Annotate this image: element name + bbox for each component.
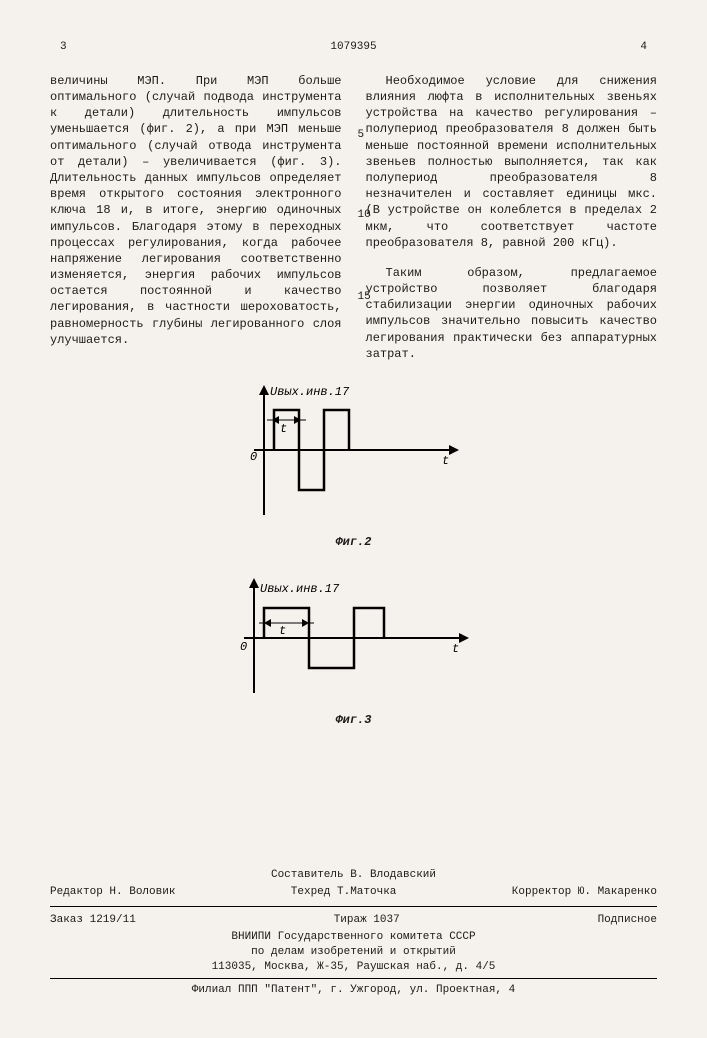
footer-org2: по делам изобретений и открытий [50, 945, 657, 960]
page-number-right: 4 [380, 40, 657, 55]
footer-address1: 113035, Москва, Ж-35, Раушская наб., д. … [50, 960, 657, 975]
right-paragraph-1: Необходимое условие для снижения влияния… [366, 73, 658, 251]
footer: Составитель В. Влодавский Редактор Н. Во… [50, 868, 657, 998]
document-number: 1079395 [330, 40, 376, 55]
fig2-y-label: Uвых.инв.17 [270, 385, 350, 399]
fig3-y-label: Uвых.инв.17 [260, 582, 340, 596]
footer-order: Заказ 1219/11 [50, 913, 136, 928]
right-paragraph-2: Таким образом, предлагаемое устройство п… [366, 265, 658, 362]
fig3-x-label: t [452, 642, 459, 656]
footer-tech: Техред Т.Маточка [291, 885, 397, 900]
figure-2-svg: Uвых.инв.17 0 t t [224, 380, 484, 530]
footer-order-row: Заказ 1219/11 Тираж 1037 Подписное [50, 911, 657, 930]
left-paragraph: величины МЭП. При МЭП больше оптимальног… [50, 73, 342, 348]
figure-3-svg: Uвых.инв.17 0 t t [214, 578, 494, 708]
page-header: 3 1079395 4 [50, 40, 657, 55]
line-number: 5 [358, 128, 365, 143]
footer-divider-1 [50, 906, 657, 907]
fig2-origin: 0 [250, 450, 257, 464]
fig2-t-marker: t [280, 422, 287, 436]
fig2-x-label: t [442, 454, 449, 468]
footer-divider-2 [50, 978, 657, 979]
footer-corrector: Корректор Ю. Макаренко [512, 885, 657, 900]
footer-author: Составитель В. Влодавский [50, 868, 657, 883]
footer-credits-row: Редактор Н. Воловик Техред Т.Маточка Кор… [50, 883, 657, 902]
footer-org1: ВНИИПИ Государственного комитета СССР [50, 930, 657, 945]
figure-2: Uвых.инв.17 0 t t Фиг.2 [50, 380, 657, 550]
fig3-t-marker: t [279, 624, 286, 638]
footer-editor: Редактор Н. Воловик [50, 885, 175, 900]
right-column: Необходимое условие для снижения влияния… [366, 73, 658, 364]
footer-address2: Филиал ППП "Патент", г. Ужгород, ул. Про… [50, 983, 657, 998]
figure-2-caption: Фиг.2 [335, 534, 371, 550]
footer-tiraz: Тираж 1037 [334, 913, 400, 928]
left-column: величины МЭП. При МЭП больше оптимальног… [50, 73, 342, 364]
page-number-left: 3 [50, 40, 327, 55]
text-columns: величины МЭП. При МЭП больше оптимальног… [50, 73, 657, 364]
fig3-origin: 0 [240, 640, 247, 654]
footer-signed: Подписное [598, 913, 657, 928]
figure-3: Uвых.инв.17 0 t t Фиг.3 [50, 578, 657, 728]
figure-3-caption: Фиг.3 [335, 712, 371, 728]
